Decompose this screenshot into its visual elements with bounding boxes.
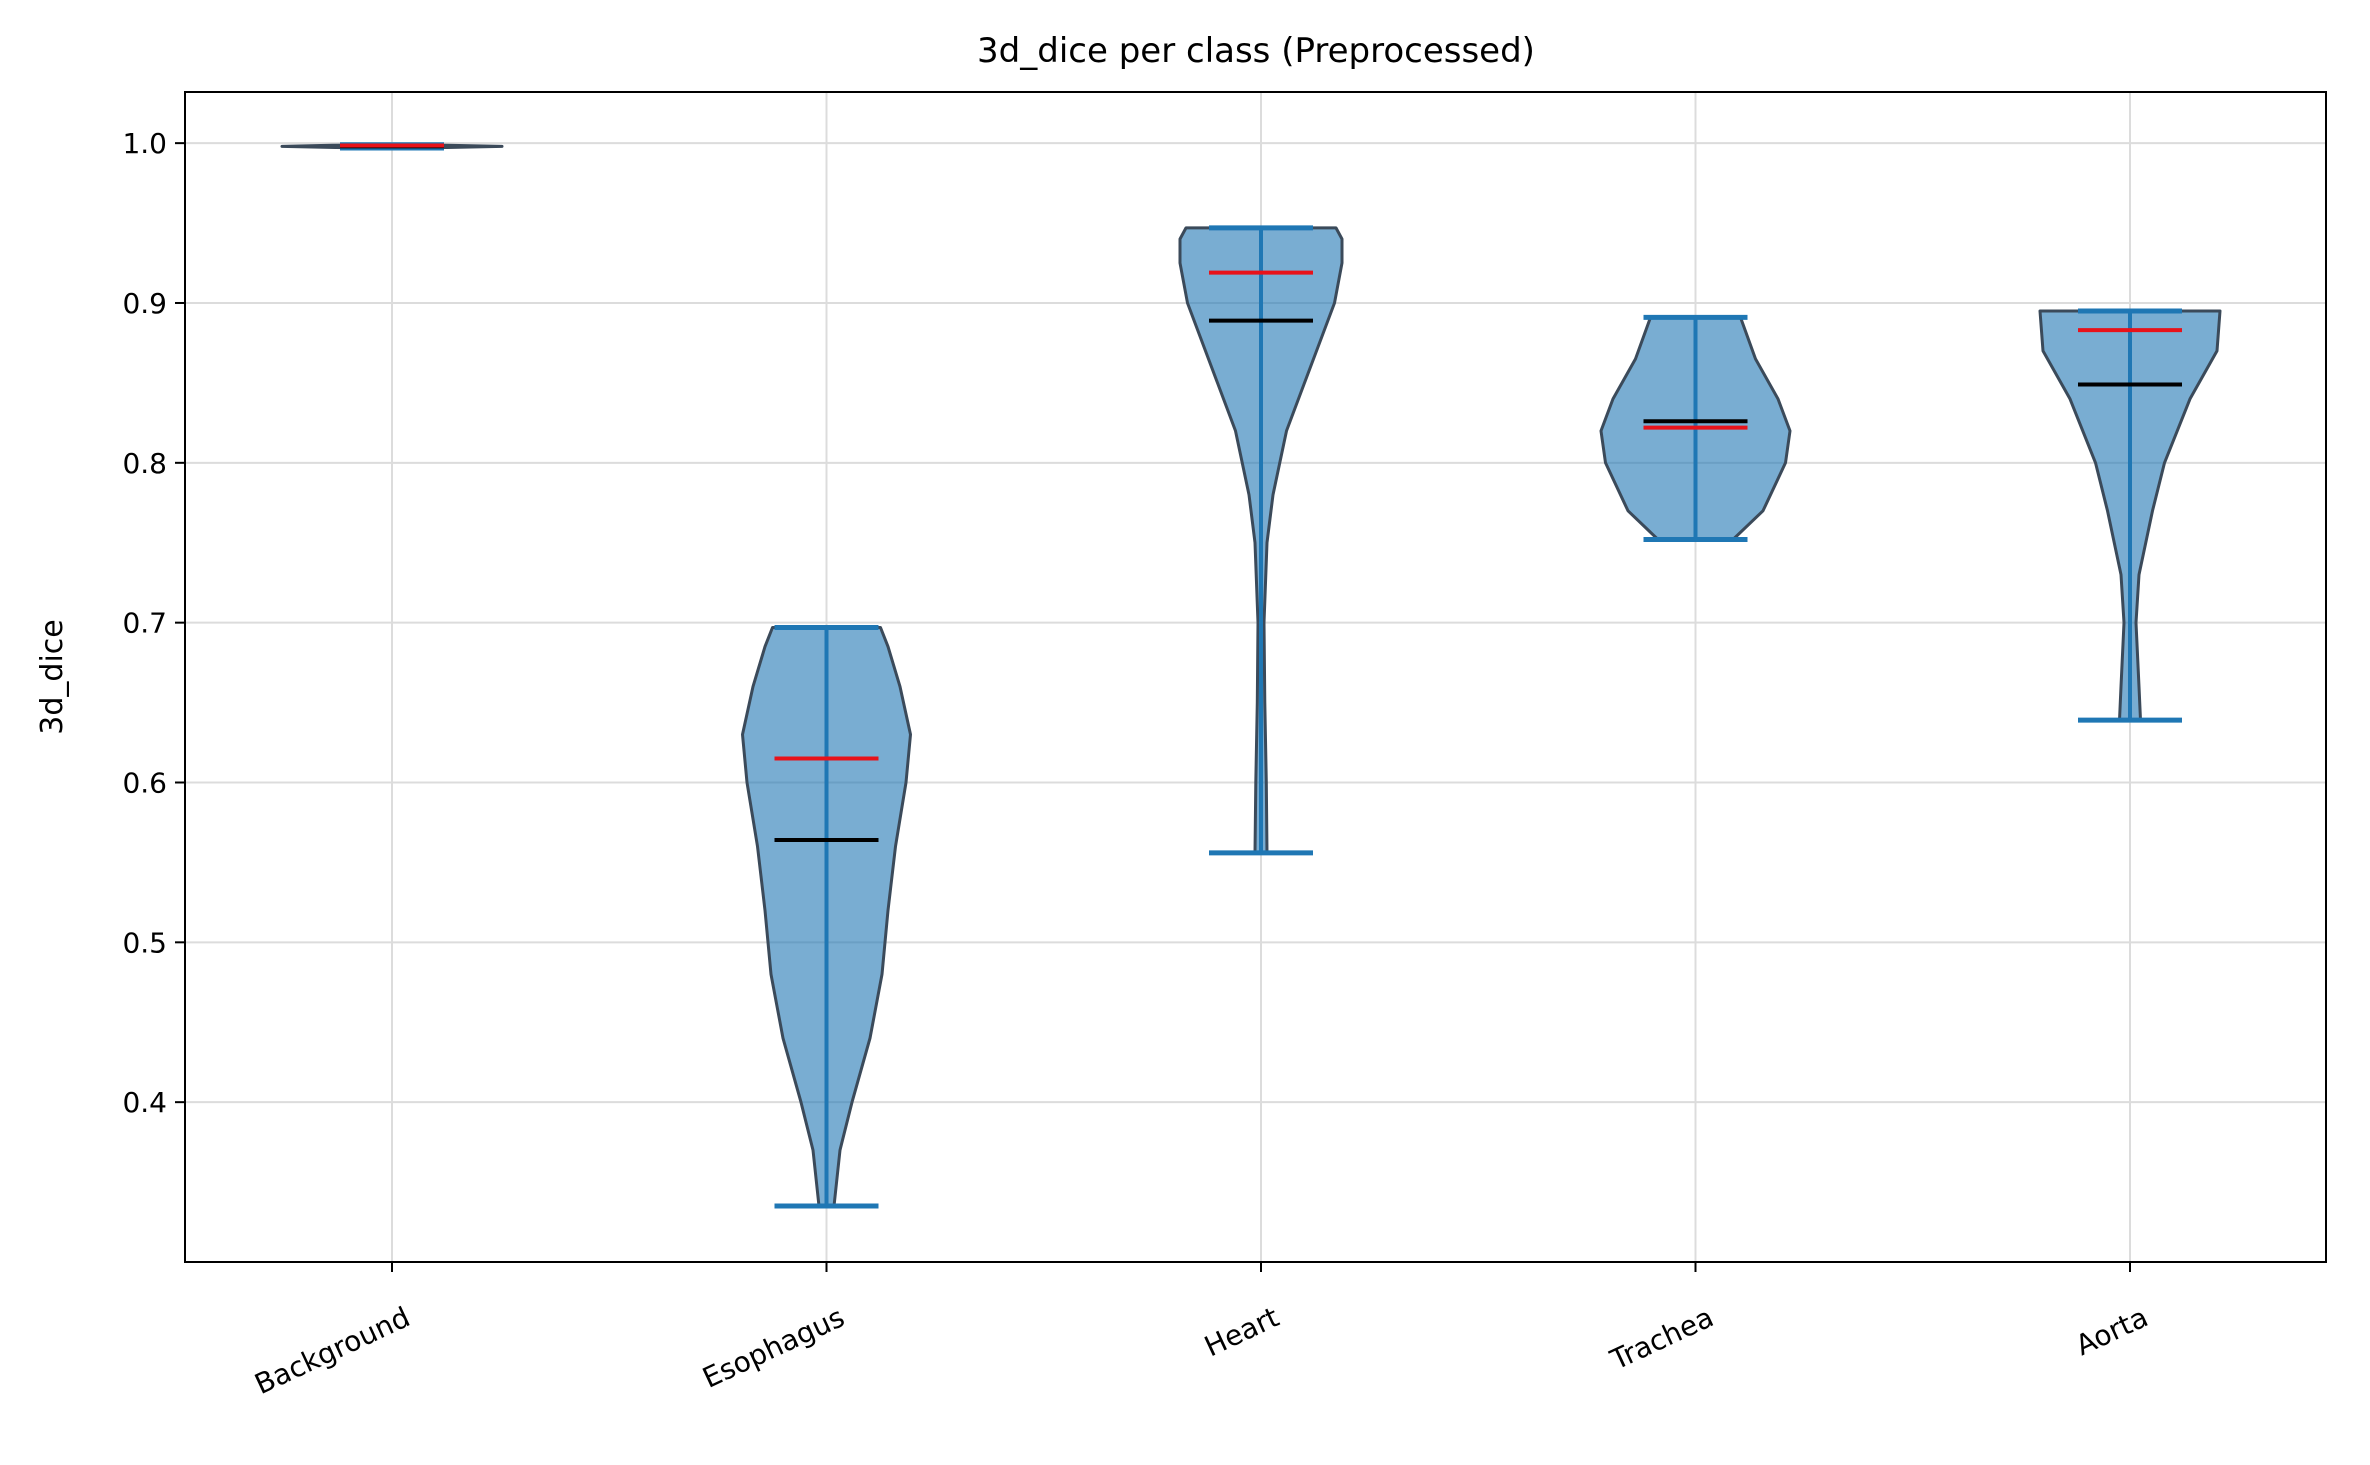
y-axis-label: 3d_dice — [35, 619, 70, 734]
y-tick-label: 0.5 — [122, 926, 167, 959]
y-tick-label: 0.8 — [122, 447, 167, 480]
violin-aorta — [2038, 308, 2222, 723]
violin-trachea — [1599, 314, 1792, 543]
y-tick-label: 0.9 — [122, 287, 167, 320]
x-tick-label: Esophagus — [698, 1300, 850, 1394]
violin-esophagus — [741, 624, 912, 1209]
x-tick-label: Background — [250, 1300, 415, 1401]
violins — [280, 142, 2222, 1209]
y-tick-label: 0.7 — [122, 607, 167, 640]
y-tick-label: 0.6 — [122, 766, 167, 799]
x-tick-label: Aorta — [2071, 1300, 2153, 1362]
violin-heart — [1178, 225, 1344, 856]
chart-title: 3d_dice per class (Preprocessed) — [977, 31, 1535, 71]
y-axis: 0.4 0.5 0.6 0.7 0.8 0.9 1.0 — [122, 127, 185, 1119]
x-tick-label: Trachea — [1605, 1300, 1719, 1376]
plot-area-frame — [184, 91, 2327, 1263]
y-tick-label: 0.4 — [122, 1086, 167, 1119]
x-tick-label: Heart — [1199, 1300, 1284, 1363]
violin-background — [280, 142, 504, 151]
y-tick-label: 1.0 — [122, 127, 167, 160]
x-axis: Background Esophagus Heart Trachea Aorta — [250, 1262, 2153, 1401]
